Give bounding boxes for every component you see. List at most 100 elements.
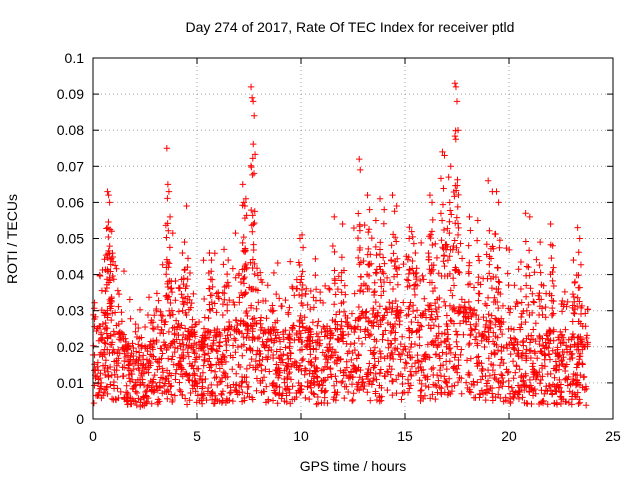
data-point — [578, 338, 585, 345]
data-point — [564, 298, 571, 306]
data-point — [391, 320, 399, 328]
data-point — [109, 272, 116, 280]
data-point — [216, 365, 224, 372]
data-point — [204, 342, 211, 350]
data-point — [321, 394, 328, 401]
data-point — [450, 364, 457, 371]
data-point — [392, 297, 399, 305]
data-point — [190, 340, 198, 347]
data-point — [574, 361, 582, 368]
data-point — [118, 329, 125, 337]
data-point — [577, 333, 584, 340]
data-point — [221, 283, 228, 291]
data-point — [235, 270, 243, 277]
data-point — [97, 383, 104, 390]
data-point — [101, 386, 109, 393]
data-point — [359, 311, 367, 319]
data-point — [132, 320, 139, 328]
data-point — [200, 325, 208, 332]
data-point — [366, 378, 373, 385]
data-point — [496, 244, 503, 251]
data-point — [427, 231, 434, 238]
outlier-point — [366, 206, 373, 213]
outlier-point — [331, 213, 338, 221]
data-point — [567, 381, 574, 388]
data-point — [513, 298, 520, 306]
data-point — [299, 323, 307, 330]
data-point — [226, 296, 233, 304]
data-point — [343, 383, 350, 390]
data-point — [200, 356, 208, 363]
data-point — [467, 389, 475, 396]
data-point — [388, 308, 395, 316]
data-point — [279, 328, 287, 336]
data-point — [443, 350, 450, 358]
outlier-point — [105, 191, 112, 199]
data-point — [568, 335, 575, 343]
data-point — [418, 323, 425, 330]
data-point — [304, 341, 311, 348]
data-point — [138, 334, 145, 341]
data-point — [357, 326, 364, 334]
data-point — [454, 203, 461, 211]
data-point — [192, 388, 199, 395]
data-point — [454, 331, 461, 338]
outlier-point — [249, 98, 257, 105]
data-point — [498, 347, 505, 355]
data-point — [132, 379, 139, 386]
data-point — [549, 347, 556, 354]
data-point — [172, 370, 179, 377]
data-point — [242, 260, 250, 268]
data-point — [121, 395, 128, 402]
data-point — [106, 300, 114, 307]
data-point — [457, 351, 464, 359]
data-point — [458, 375, 465, 382]
data-point — [452, 136, 460, 143]
data-point — [433, 332, 440, 340]
data-point — [371, 355, 378, 362]
data-point — [377, 317, 384, 324]
data-point — [553, 362, 560, 369]
data-point — [545, 351, 553, 358]
data-point — [119, 364, 126, 371]
data-point — [159, 261, 166, 268]
data-point — [498, 330, 506, 338]
data-point — [464, 281, 472, 288]
data-point — [367, 347, 374, 354]
data-point — [334, 285, 342, 293]
data-point — [577, 310, 585, 318]
data-point — [411, 359, 419, 367]
data-point — [400, 346, 407, 354]
data-point — [465, 341, 473, 349]
data-point — [232, 337, 239, 344]
data-point — [249, 256, 257, 263]
data-point — [98, 287, 106, 294]
data-point — [313, 400, 320, 408]
data-point — [96, 272, 104, 280]
data-point — [307, 359, 314, 367]
data-point — [125, 362, 132, 369]
data-point — [334, 336, 342, 343]
data-point — [367, 369, 374, 376]
outlier-point — [183, 202, 190, 210]
data-point — [315, 318, 322, 325]
data-point — [188, 299, 195, 307]
data-point — [167, 383, 174, 390]
data-point — [536, 303, 544, 310]
data-point — [162, 376, 169, 383]
data-point — [137, 396, 145, 403]
data-point — [387, 321, 394, 328]
data-point — [198, 345, 205, 352]
data-point — [163, 346, 170, 354]
data-point — [409, 257, 416, 265]
data-point — [229, 265, 237, 272]
data-point — [265, 344, 273, 351]
data-point — [101, 339, 108, 346]
data-point — [496, 362, 504, 369]
data-point — [172, 317, 180, 324]
data-point — [335, 273, 343, 280]
data-point — [301, 314, 308, 321]
data-point — [472, 322, 480, 330]
data-point — [408, 354, 416, 361]
data-point — [366, 360, 373, 367]
